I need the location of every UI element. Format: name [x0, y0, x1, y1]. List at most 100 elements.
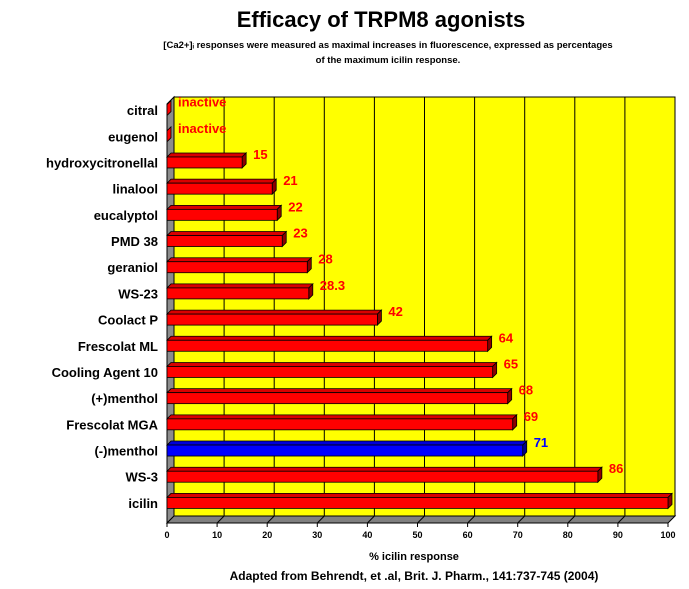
x-tick-label: 60	[463, 530, 473, 540]
value-label: inactive	[178, 121, 226, 136]
value-label: 28.3	[320, 278, 345, 293]
bar	[166, 125, 172, 143]
bar-top	[166, 335, 493, 341]
category-label: geraniol	[107, 260, 158, 275]
value-label: 21	[283, 173, 297, 188]
category-label: (+)menthol	[91, 391, 158, 406]
bar-front	[166, 470, 599, 483]
category-label: icilin	[128, 496, 158, 511]
category-label: Frescolat ML	[78, 339, 158, 354]
category-label: eucalyptol	[94, 208, 158, 223]
bar-front	[166, 339, 489, 352]
bar-end	[166, 125, 172, 143]
bar-top	[166, 178, 278, 184]
value-label: 15	[253, 147, 267, 162]
x-tick-label: 100	[660, 530, 675, 540]
bar-front	[166, 235, 283, 247]
bar	[166, 309, 383, 327]
bar-front	[166, 182, 273, 195]
value-label: inactive	[178, 95, 226, 110]
category-label: eugenol	[108, 129, 158, 144]
bar-top	[166, 152, 248, 158]
bar-front	[166, 156, 243, 169]
x-tick-label: 90	[613, 530, 623, 540]
bar-end	[166, 99, 172, 117]
category-label: Cooling Agent 10	[52, 365, 158, 380]
bar-top	[166, 388, 513, 394]
bar	[166, 440, 528, 457]
bar	[166, 230, 288, 248]
category-label: Coolact P	[98, 313, 158, 328]
bar-front	[166, 444, 524, 457]
gridline-floor	[216, 515, 225, 524]
value-label: 71	[534, 435, 548, 450]
bar	[166, 282, 314, 300]
x-tick-label: 0	[164, 530, 169, 540]
value-label: 23	[293, 226, 307, 241]
category-label: linalool	[113, 182, 159, 197]
gridline-floor	[517, 515, 526, 524]
bar-top	[166, 257, 313, 263]
value-label: 68	[519, 383, 533, 398]
value-label: 69	[524, 409, 538, 424]
bar-top	[166, 283, 314, 289]
bar-top	[166, 466, 603, 472]
bar-front	[166, 497, 669, 509]
bar	[166, 178, 278, 196]
bar-front	[166, 287, 310, 300]
gridline-floor	[316, 515, 325, 524]
bar-top	[166, 362, 498, 367]
bar	[166, 256, 313, 274]
bar-top	[166, 493, 673, 498]
x-tick-label: 30	[312, 530, 322, 540]
chart-subtitle-line-2: of the maximum icilin response.	[316, 55, 461, 66]
value-label: 65	[504, 356, 518, 371]
bar-top	[166, 309, 383, 315]
bar-front	[166, 261, 308, 274]
gridline-floor	[617, 515, 626, 524]
bar-top	[166, 440, 528, 446]
value-label: 86	[609, 461, 623, 476]
bar-front	[166, 392, 509, 405]
gridline-floor	[266, 515, 275, 524]
x-tick-label: 10	[212, 530, 222, 540]
value-label: 28	[318, 252, 332, 267]
category-label: Frescolat MGA	[66, 417, 158, 432]
gridline-floor	[467, 515, 475, 524]
bar	[166, 413, 518, 431]
gridline-floor	[367, 515, 375, 524]
category-label: citral	[127, 103, 158, 118]
bar-top	[166, 204, 283, 210]
category-label: (-)menthol	[94, 444, 158, 459]
chart-title: Efficacy of TRPM8 agonists	[237, 7, 526, 32]
bar-top	[166, 231, 288, 236]
chart-subtitle-line-1: [Ca2+]ᵢ responses were measured as maxim…	[163, 40, 612, 51]
value-label: 22	[288, 199, 302, 214]
category-label: PMD 38	[111, 234, 158, 249]
bar	[166, 361, 498, 379]
bar-front	[166, 366, 494, 378]
bar	[166, 466, 603, 484]
x-tick-label: 70	[513, 530, 523, 540]
bar	[166, 335, 493, 353]
x-tick-label: 80	[563, 530, 573, 540]
bar-front	[166, 208, 278, 221]
x-tick-label: 20	[262, 530, 272, 540]
source-citation: Adapted from Behrendt, et .al, Brit. J. …	[230, 569, 599, 583]
gridline-floor	[567, 515, 576, 524]
x-axis-label: % icilin response	[369, 551, 459, 563]
bar-front	[166, 313, 378, 326]
bar	[166, 387, 513, 405]
bar-front	[166, 418, 514, 431]
plot-area: 0 10 20 30 40 50 60 70 80 90 100 citral inactive euge…	[46, 95, 677, 540]
bar	[166, 204, 283, 222]
category-label: WS-3	[126, 470, 159, 485]
value-label: 64	[499, 330, 514, 345]
value-label: 42	[388, 304, 402, 319]
bar	[166, 99, 172, 117]
bar	[166, 152, 248, 169]
gridline-floor	[417, 515, 425, 524]
bar-top	[166, 414, 518, 420]
x-tick-label: 40	[362, 530, 372, 540]
